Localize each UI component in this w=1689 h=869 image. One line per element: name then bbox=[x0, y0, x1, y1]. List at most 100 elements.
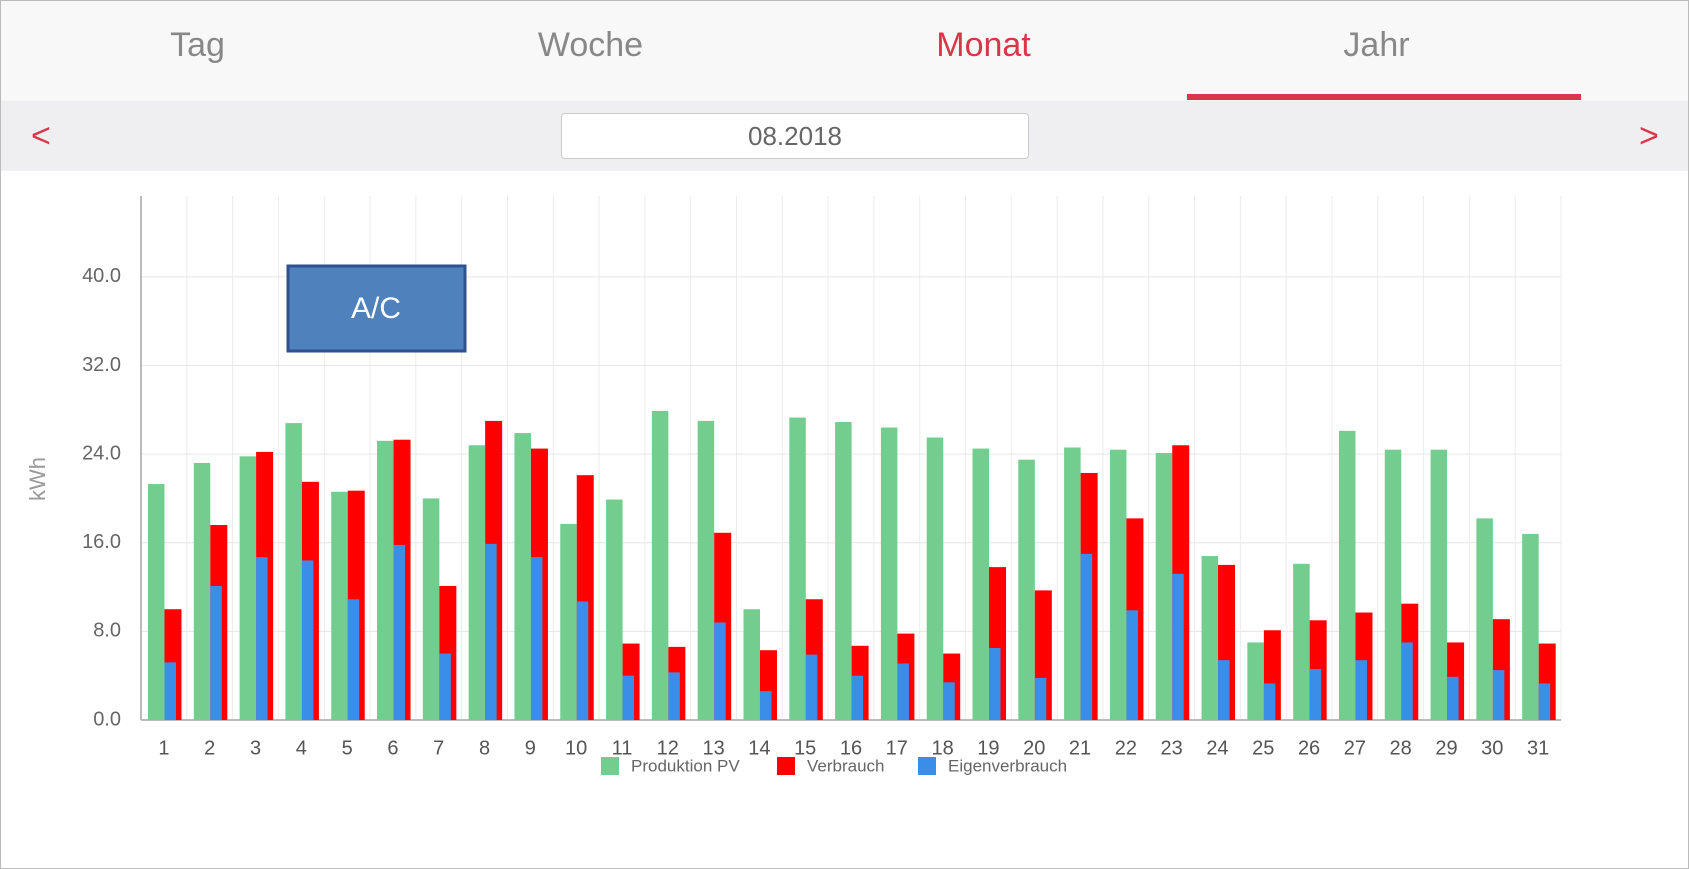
tab[interactable]: Jahr bbox=[1343, 26, 1410, 64]
x-tick-label: 10 bbox=[565, 737, 587, 759]
bar bbox=[1126, 610, 1138, 720]
x-tick-label: 1 bbox=[158, 737, 169, 759]
next-button[interactable]: > bbox=[1639, 117, 1659, 155]
x-tick-label: 11 bbox=[612, 737, 633, 759]
bar bbox=[148, 484, 165, 720]
bar bbox=[789, 417, 806, 720]
x-tick-label: 26 bbox=[1298, 737, 1320, 759]
bar bbox=[576, 601, 589, 720]
x-tick-label: 15 bbox=[794, 737, 816, 759]
y-tick-label: 40.0 bbox=[82, 265, 121, 287]
bar bbox=[164, 662, 176, 720]
bar bbox=[210, 585, 222, 720]
bar bbox=[468, 445, 486, 720]
bar bbox=[560, 523, 577, 720]
bar bbox=[1309, 669, 1322, 720]
bar bbox=[1064, 447, 1081, 720]
bar bbox=[377, 440, 394, 720]
bar bbox=[926, 437, 944, 720]
y-tick-label: 32.0 bbox=[82, 354, 121, 376]
bar bbox=[1355, 660, 1367, 720]
x-tick-label: 22 bbox=[1115, 737, 1137, 759]
prev-button[interactable]: < bbox=[31, 117, 51, 155]
x-tick-label: 18 bbox=[931, 737, 953, 759]
x-tick-label: 13 bbox=[702, 737, 724, 759]
bar bbox=[651, 410, 669, 720]
x-tick-label: 8 bbox=[479, 737, 490, 759]
bar bbox=[1430, 449, 1448, 720]
y-axis-label: kWh bbox=[25, 457, 50, 501]
bar bbox=[239, 456, 257, 720]
bar bbox=[1155, 453, 1173, 720]
bar bbox=[972, 448, 990, 720]
bar bbox=[530, 557, 543, 720]
bar bbox=[439, 653, 451, 720]
bar bbox=[1218, 660, 1230, 720]
bar bbox=[514, 433, 531, 720]
bar bbox=[851, 675, 864, 720]
bar bbox=[1172, 573, 1184, 720]
bar bbox=[1263, 683, 1276, 720]
bar bbox=[1447, 676, 1459, 720]
tab[interactable]: Woche bbox=[537, 26, 644, 64]
bar bbox=[668, 672, 680, 720]
bar bbox=[1080, 553, 1093, 720]
x-tick-label: 29 bbox=[1435, 737, 1457, 759]
x-tick-label: 19 bbox=[977, 737, 999, 759]
x-tick-label: 7 bbox=[433, 737, 444, 759]
x-tick-label: 21 bbox=[1069, 737, 1091, 759]
bar bbox=[1293, 563, 1310, 720]
legend-swatch bbox=[601, 757, 619, 775]
bar bbox=[301, 560, 314, 720]
x-tick-label: 24 bbox=[1206, 737, 1228, 759]
bar bbox=[393, 544, 406, 720]
bar bbox=[1538, 683, 1551, 720]
bar bbox=[193, 462, 211, 720]
bar bbox=[1018, 459, 1035, 720]
annotation-box bbox=[286, 264, 467, 353]
bar bbox=[285, 423, 302, 720]
bar bbox=[880, 427, 898, 720]
y-tick-label: 0.0 bbox=[93, 708, 121, 730]
tab[interactable]: Monat bbox=[936, 26, 1031, 64]
bar bbox=[743, 609, 760, 720]
bar bbox=[1109, 449, 1127, 720]
legend-swatch bbox=[777, 757, 795, 775]
bar bbox=[256, 557, 268, 720]
bar bbox=[759, 691, 772, 720]
x-tick-label: 27 bbox=[1344, 737, 1366, 759]
bar bbox=[805, 654, 818, 720]
y-tick-label: 8.0 bbox=[93, 620, 121, 642]
x-tick-label: 25 bbox=[1252, 737, 1274, 759]
bar bbox=[422, 498, 440, 720]
bar bbox=[1034, 677, 1047, 720]
y-tick-label: 24.0 bbox=[82, 442, 121, 464]
bar bbox=[989, 647, 1001, 720]
x-tick-label: 9 bbox=[525, 737, 536, 759]
x-tick-label: 20 bbox=[1023, 737, 1045, 759]
bar bbox=[1338, 430, 1356, 720]
x-tick-label: 17 bbox=[886, 737, 908, 759]
bar bbox=[714, 622, 726, 720]
x-tick-label: 23 bbox=[1161, 737, 1183, 759]
legend-swatch bbox=[918, 757, 936, 775]
bar bbox=[485, 543, 497, 720]
bar bbox=[622, 675, 635, 720]
tab[interactable]: Tag bbox=[170, 26, 225, 64]
bar bbox=[1201, 556, 1219, 720]
x-tick-label: 3 bbox=[250, 737, 261, 759]
bar bbox=[1522, 533, 1539, 720]
date-box[interactable]: 08.2018 bbox=[561, 113, 1029, 159]
bar bbox=[897, 663, 909, 720]
bar bbox=[835, 421, 852, 720]
x-tick-label: 30 bbox=[1481, 737, 1503, 759]
x-tick-label: 31 bbox=[1527, 737, 1549, 759]
tab-bar: Tag Woche Monat Jahr bbox=[1, 1, 1688, 101]
tab-underline bbox=[1187, 94, 1581, 100]
bar bbox=[1384, 449, 1402, 720]
bar bbox=[1492, 670, 1505, 720]
legend-label: Produktion PV bbox=[631, 756, 740, 775]
legend-label: Verbrauch bbox=[807, 756, 885, 775]
bar bbox=[606, 499, 623, 720]
